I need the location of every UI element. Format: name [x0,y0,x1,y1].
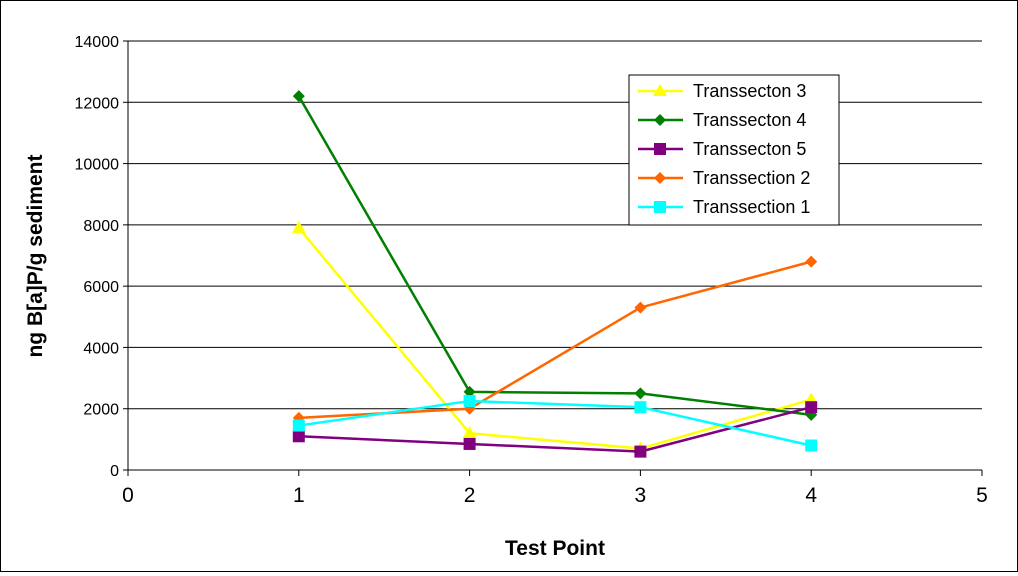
series-line [297,227,812,450]
y-tick-label: 12000 [75,95,120,112]
data-point [634,445,647,458]
legend: Transsecton 3 Transsecton 4 Transsecton 5 T… [628,74,840,226]
data-point [805,401,818,414]
data-point [463,385,476,398]
data-point [634,401,647,414]
x-axis-title: Test Point [505,537,605,560]
series-group [291,90,819,458]
series-line [297,95,812,417]
legend-label: Transsection 1 [693,197,810,217]
data-point [805,439,818,452]
series-line [298,405,812,453]
legend-marker [654,172,666,184]
axes [123,40,983,476]
data-point [634,387,647,400]
y-tick-label: 8000 [83,218,119,235]
x-tick-label: 2 [464,484,476,507]
data-point [463,395,476,408]
legend-marker [653,84,667,96]
y-tick-label: 2000 [83,402,119,419]
legend-item: Transsecton 4 [638,110,806,130]
series-line [298,260,812,420]
legend-item: Transsection 1 [638,197,810,217]
legend-marker [654,143,666,155]
legend-item: Transsecton 5 [638,139,806,159]
y-axis-title: ng B[a]P/g sediment [24,154,47,357]
legend-item: Transsection 2 [638,168,810,188]
data-point [292,90,305,103]
series-transsecton-5 [292,401,818,458]
legend-label: Transsecton 5 [693,139,806,159]
data-point [463,437,476,450]
legend-label: Transsecton 4 [693,110,806,130]
legend-marker [654,201,666,213]
x-tick-label: 1 [293,484,305,507]
series-transsecton-3 [291,220,819,454]
data-point [634,301,647,314]
data-point [292,419,305,432]
legend-label: Transsection 2 [693,168,810,188]
data-point [291,220,306,233]
x-tick-label: 5 [976,484,988,507]
data-point [292,430,305,443]
legend-label: Transsecton 3 [693,81,806,101]
y-tick-label: 4000 [83,340,119,357]
series-transsection-2 [292,255,818,424]
x-tick-label: 0 [122,484,134,507]
series-line [298,399,812,447]
legend-marker [654,114,666,126]
series-transsection-1 [292,395,818,452]
series-transsecton-4 [292,90,818,421]
legend-items: Transsecton 3 Transsecton 4 Transsecton 5 T… [638,81,810,217]
data-point [805,255,818,268]
gridlines [128,40,982,410]
data-point [462,426,477,439]
y-tick-label: 10000 [75,157,120,174]
y-tick-label: 6000 [83,279,119,296]
tick-labels: 0 2000 4000 6000 8000 10000 12000 14000 0 1 2 3 4 5 [75,34,988,507]
legend-item: Transsecton 3 [638,81,806,101]
y-tick-label: 0 [110,463,119,480]
x-tick-label: 3 [635,484,647,507]
y-tick-label: 14000 [75,34,120,51]
x-tick-label: 4 [805,484,817,507]
